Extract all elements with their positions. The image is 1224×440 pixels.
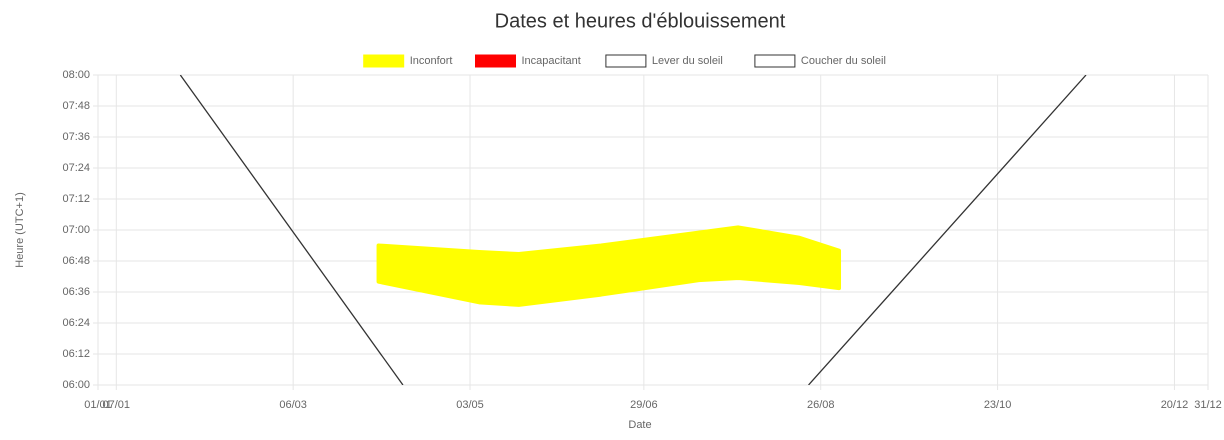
y-tick-label: 07:36 [62, 131, 90, 143]
y-axis-label: Heure (UTC+1) [14, 192, 26, 268]
y-tick-label: 06:36 [62, 286, 90, 298]
y-tick-label: 06:00 [62, 379, 90, 391]
chart-title: Dates et heures d'éblouissement [495, 10, 786, 32]
x-tick-label: 01/01 [84, 399, 112, 411]
x-tick-label: 29/06 [630, 399, 658, 411]
legend-swatch [475, 54, 516, 68]
legend-swatch [605, 54, 647, 68]
x-tick-label: 06/03 [279, 399, 307, 411]
x-tick-label: 23/10 [984, 399, 1012, 411]
legend-label: Inconfort [410, 55, 453, 67]
y-tick-label: 07:48 [62, 100, 90, 112]
x-axis-label: Date [628, 419, 651, 431]
sun-line [179, 75, 404, 385]
x-tick-label: 20/12 [1161, 399, 1189, 411]
legend-label: Lever du soleil [652, 55, 723, 67]
sun-line [808, 75, 1087, 385]
legend-swatch [363, 54, 405, 68]
x-tick-label: 26/08 [807, 399, 835, 411]
glare-band [376, 225, 842, 307]
y-tick-label: 07:24 [62, 162, 90, 174]
x-tick-label: 07/01 [103, 399, 131, 411]
y-tick-label: 07:12 [62, 193, 90, 205]
y-tick-label: 08:00 [62, 69, 90, 81]
x-tick-label: 03/05 [456, 399, 484, 411]
x-tick-label: 31/12 [1194, 399, 1222, 411]
y-tick-label: 06:48 [62, 255, 90, 267]
legend-swatch [754, 54, 796, 68]
legend-label: Incapacitant [522, 55, 581, 67]
y-tick-label: 06:24 [62, 317, 90, 329]
y-tick-label: 07:00 [62, 224, 90, 236]
legend-label: Coucher du soleil [801, 55, 886, 67]
y-tick-label: 06:12 [62, 348, 90, 360]
